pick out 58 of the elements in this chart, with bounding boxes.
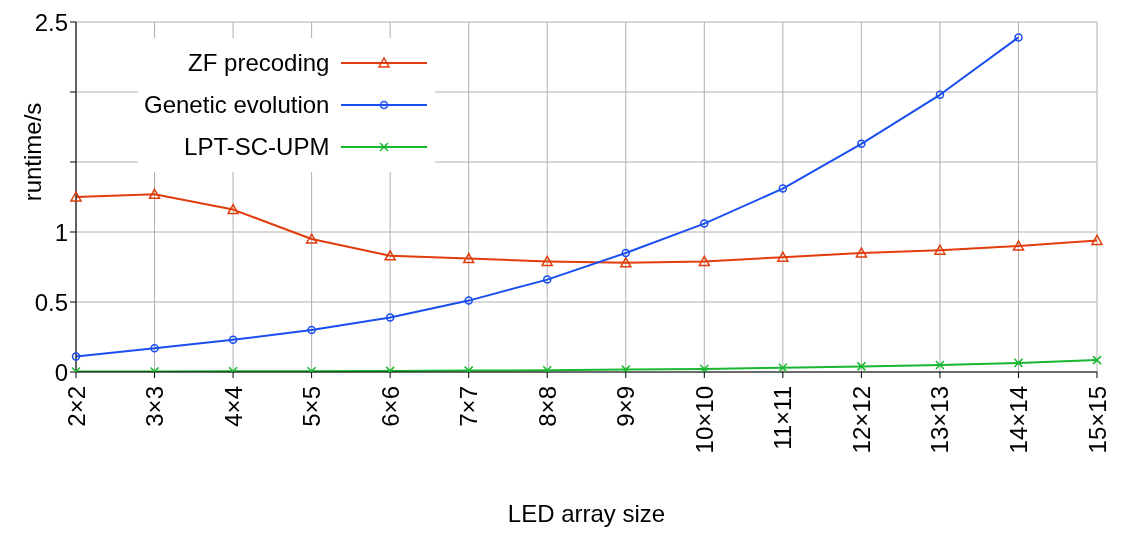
x-tick-label: 7×7 xyxy=(455,386,483,427)
point xyxy=(1014,33,1023,42)
x-tick-label: 2×2 xyxy=(62,386,90,427)
point xyxy=(148,188,161,199)
x-tick-label: 3×3 xyxy=(141,386,169,427)
x-tick-label: 12×12 xyxy=(847,386,875,454)
legend-label: ZF precoding xyxy=(188,49,330,77)
point xyxy=(71,352,81,361)
y-tick-label: 0 xyxy=(54,358,68,386)
point xyxy=(542,275,552,284)
x-tick-label: 14×14 xyxy=(1004,386,1032,454)
point xyxy=(1091,234,1103,246)
point xyxy=(1092,355,1102,365)
point xyxy=(542,365,552,372)
point xyxy=(620,257,632,268)
x-tick-label: 11×11 xyxy=(769,386,797,450)
point xyxy=(857,139,866,149)
point xyxy=(228,335,238,345)
point xyxy=(856,361,867,372)
point xyxy=(855,247,868,258)
point xyxy=(1013,358,1024,368)
x-tick-label: 9×9 xyxy=(612,386,640,427)
point xyxy=(698,255,711,267)
legend-label: LPT-SC-UPM xyxy=(184,133,330,161)
point xyxy=(385,313,395,322)
x-tick-label: 10×10 xyxy=(690,386,718,454)
point xyxy=(464,296,473,305)
x-axis-title: LED array size xyxy=(507,500,666,527)
y-tick-label: 0.5 xyxy=(34,288,68,316)
y-axis-title: runtime/s xyxy=(18,102,46,202)
x-tick-label: 8×8 xyxy=(533,386,561,427)
point xyxy=(935,90,945,100)
point xyxy=(150,343,159,353)
x-tick-label: 5×5 xyxy=(298,386,326,427)
point xyxy=(1012,240,1025,251)
point xyxy=(777,251,789,262)
x-tick-label: 6×6 xyxy=(376,386,404,427)
point xyxy=(384,250,396,261)
x-tick-label: 13×13 xyxy=(926,386,954,454)
point xyxy=(305,233,318,244)
point xyxy=(778,363,788,372)
point xyxy=(699,364,710,372)
point xyxy=(700,219,709,228)
point xyxy=(778,184,788,193)
x-tick-label: 4×4 xyxy=(219,386,247,427)
point xyxy=(935,360,945,370)
point xyxy=(227,203,239,215)
point xyxy=(307,325,316,335)
point xyxy=(462,252,475,264)
point xyxy=(934,244,946,255)
x-tick-label: 15×15 xyxy=(1083,386,1111,454)
legend-label: Genetic evolution xyxy=(144,91,330,119)
point xyxy=(70,191,82,202)
y-tick-label: 2.5 xyxy=(34,8,68,36)
point xyxy=(621,248,631,258)
y-tick-label: 1 xyxy=(54,218,68,246)
point xyxy=(541,255,553,267)
point xyxy=(621,364,631,372)
